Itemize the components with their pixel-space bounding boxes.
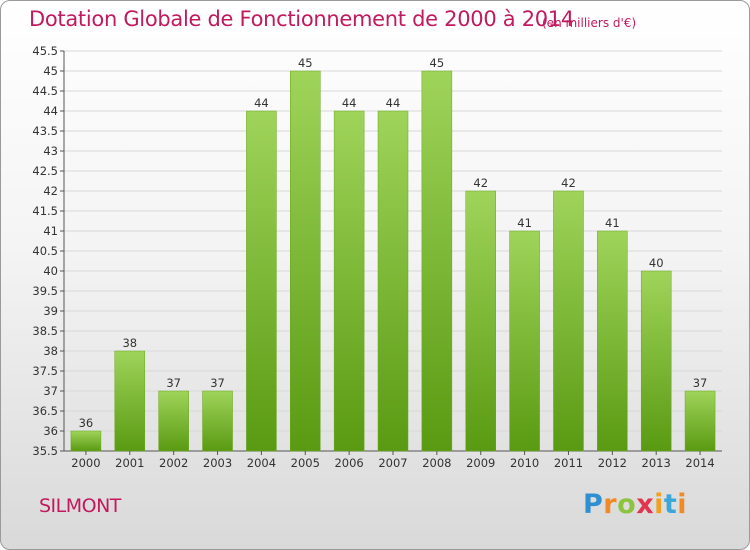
data-labels: 36 38 37 37 44 45 44 44 45 42 41 42 41 40 37 — [79, 56, 708, 430]
y-tick-label: 36.5 — [32, 404, 58, 418]
data-label: 44 — [254, 96, 269, 110]
y-tick-label: 39 — [43, 304, 58, 318]
bar-2013 — [640, 270, 672, 452]
y-tick-label: 40 — [43, 264, 58, 278]
y-tick-label: 45.5 — [32, 44, 58, 58]
y-tick-label: 42.5 — [32, 164, 58, 178]
y-tick-label: 44.5 — [32, 84, 58, 98]
x-tick-label: 2006 — [334, 456, 363, 470]
x-tick-label: 2008 — [422, 456, 451, 470]
bar-2004 — [246, 110, 277, 452]
data-label: 44 — [342, 96, 357, 110]
x-tick-label: 2009 — [466, 456, 495, 470]
data-label: 45 — [298, 56, 313, 70]
x-tick-label: 2000 — [71, 456, 100, 470]
bar-2005 — [290, 70, 321, 452]
y-tick-label: 43 — [43, 144, 58, 158]
data-label: 37 — [210, 376, 225, 390]
bar-2003 — [202, 390, 233, 452]
data-label: 45 — [430, 56, 445, 70]
data-label: 40 — [649, 256, 664, 270]
data-label: 37 — [166, 376, 181, 390]
chart-title: Dotation Globale de Fonctionnement de 20… — [29, 7, 574, 31]
bars — [70, 70, 716, 452]
y-tick-label: 38 — [43, 344, 58, 358]
y-tick-label: 39.5 — [32, 284, 58, 298]
bar-2012 — [597, 230, 628, 452]
x-tick-label: 2012 — [598, 456, 627, 470]
bar-2008 — [421, 70, 453, 452]
x-tick-label: 2010 — [510, 456, 539, 470]
y-tick-label: 36 — [43, 424, 58, 438]
data-label: 36 — [79, 416, 94, 430]
data-label: 42 — [561, 176, 576, 190]
x-tick-label: 2005 — [291, 456, 320, 470]
y-tick-label: 37 — [43, 384, 58, 398]
data-label: 44 — [386, 96, 401, 110]
x-tick-label: 2003 — [203, 456, 232, 470]
bar-2002 — [158, 390, 189, 452]
data-label: 38 — [122, 336, 137, 350]
y-tick-label: 45 — [43, 64, 58, 78]
bar-2007 — [377, 110, 409, 452]
bar-2000 — [70, 430, 102, 452]
x-tick-label: 2004 — [247, 456, 276, 470]
y-tick-label: 43.5 — [32, 124, 58, 138]
x-tick-label: 2014 — [685, 456, 714, 470]
bar-2009 — [465, 190, 496, 452]
commune-name: SILMONT — [39, 495, 121, 517]
y-tick-label: 41.5 — [32, 204, 58, 218]
bar-2001 — [114, 350, 146, 452]
y-tick-label: 40.5 — [32, 244, 58, 258]
bar-2006 — [333, 110, 365, 452]
bar-2014 — [684, 390, 716, 452]
x-tick-label: 2011 — [554, 456, 583, 470]
y-tick-label: 41 — [43, 224, 58, 238]
y-tick-label: 38.5 — [32, 324, 58, 338]
y-tick-label: 35.5 — [32, 444, 58, 458]
data-label: 41 — [517, 216, 532, 230]
x-tick-label: 2001 — [115, 456, 144, 470]
data-label: 42 — [473, 176, 488, 190]
bar-2011 — [553, 190, 584, 452]
x-tick-label: 2007 — [378, 456, 407, 470]
bar-2010 — [509, 230, 540, 452]
chart-subtitle: (en milliers d'€) — [542, 16, 637, 30]
y-tick-label: 37.5 — [32, 364, 58, 378]
x-tick-label: 2013 — [642, 456, 671, 470]
x-axis-ticks: 2000 2001 2002 2003 2004 2005 2006 2007 2008 2009… — [71, 451, 715, 470]
data-label: 37 — [693, 376, 708, 390]
data-label: 41 — [605, 216, 620, 230]
y-tick-label: 42 — [43, 184, 58, 198]
proxiti-logo[interactable]: Proxiti — [583, 489, 688, 520]
x-tick-label: 2002 — [159, 456, 188, 470]
y-tick-label: 44 — [43, 104, 58, 118]
y-axis-ticks: 35.5 36 36.5 37 37.5 38 38.5 39 39.5 40 40.5 41 41.5… — [32, 44, 64, 458]
